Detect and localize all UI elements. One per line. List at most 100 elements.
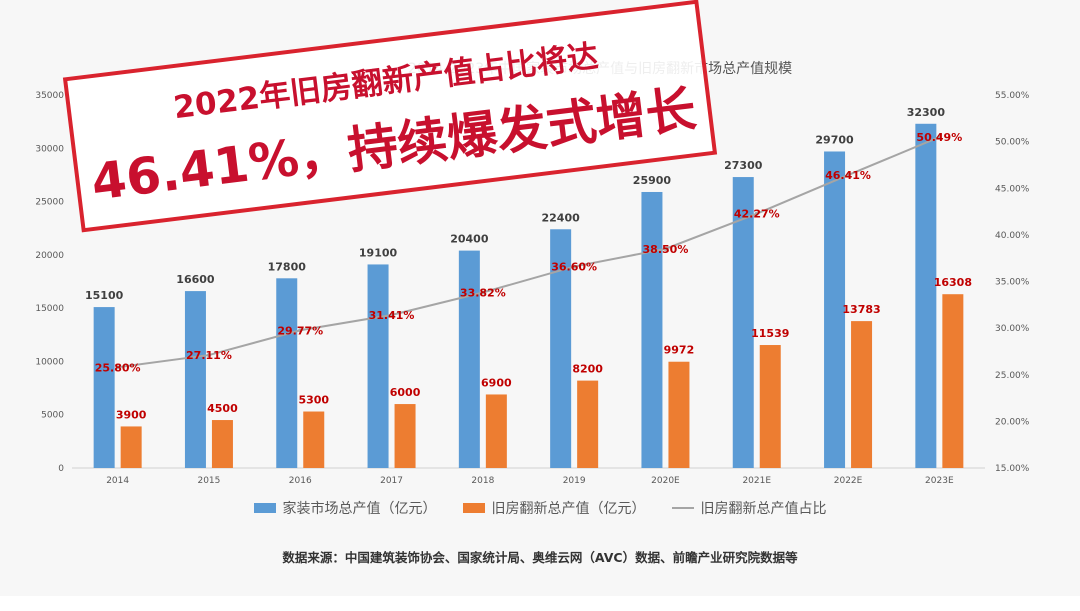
y-right-tick-label: 35.00%: [995, 278, 1030, 288]
share-point: [389, 312, 394, 317]
share-value-label: 46.41%: [825, 169, 871, 182]
bar-value-label: 16600: [176, 273, 215, 286]
bar-old-house-value: [485, 394, 507, 468]
share-value-label: 38.50%: [643, 243, 689, 256]
share-point: [115, 365, 120, 370]
bar-value-label: 20400: [450, 233, 489, 246]
legend-item-share: 旧房翻新总产值占比: [671, 498, 827, 518]
bar-value-label: 32300: [907, 106, 946, 119]
bar-old-house-value: [394, 404, 416, 468]
share-value-label: 31.41%: [369, 309, 415, 322]
bar-old-house-value: [211, 420, 233, 468]
share-point: [754, 211, 759, 216]
legend-label: 家装市场总产值（亿元）: [282, 501, 437, 517]
bar-value-label: 8200: [572, 363, 603, 376]
legend-item-old-house-value: 旧房翻新总产值（亿元）: [462, 498, 646, 518]
y-left-tick-label: 10000: [35, 357, 64, 367]
bar-value-label: 17800: [268, 260, 307, 273]
y-left-tick-label: 5000: [41, 411, 64, 421]
bar-value-label: 15100: [85, 289, 124, 302]
bar-renovation-value: [184, 291, 206, 468]
share-value-label: 25.80%: [95, 361, 141, 374]
x-tick-label: 2020E: [651, 476, 680, 486]
bar-old-house-value: [942, 294, 964, 468]
y-left-tick-label: 20000: [35, 251, 64, 261]
y-left-tick-label: 0: [58, 464, 64, 474]
source-note: 数据来源：中国建筑装饰协会、国家统计局、奥维云网（AVC）数据、前瞻产业研究院数…: [282, 550, 798, 565]
bar-value-label: 27300: [724, 159, 763, 172]
bar-renovation-value: [276, 278, 298, 468]
legend-swatch-line: [671, 507, 694, 509]
x-tick-label: 2021E: [742, 476, 771, 486]
bar-value-label: 11539: [751, 327, 789, 340]
share-value-label: 42.27%: [734, 208, 780, 221]
footer-bar: [0, 596, 1080, 611]
share-value-label: 29.77%: [277, 324, 323, 337]
y-right-tick-label: 20.00%: [995, 417, 1030, 427]
share-value-label: 27.11%: [186, 349, 232, 362]
y-left-tick-label: 35000: [35, 91, 64, 101]
x-tick-label: 2017: [380, 476, 403, 486]
bar-value-label: 4500: [207, 402, 238, 415]
bar-renovation-value: [915, 123, 937, 468]
bar-value-label: 5300: [298, 394, 329, 407]
share-point: [480, 290, 485, 295]
bar-value-label: 16308: [934, 276, 972, 289]
y-right-tick-label: 45.00%: [995, 184, 1030, 194]
legend-swatch-orange: [462, 503, 485, 513]
bar-value-label: 29700: [815, 133, 854, 146]
legend-label: 旧房翻新总产值（亿元）: [491, 501, 646, 517]
y-right-tick-label: 25.00%: [995, 371, 1030, 381]
share-point: [937, 135, 942, 140]
bar-value-label: 9972: [664, 344, 695, 357]
bar-value-label: 13783: [842, 303, 880, 316]
share-line: [117, 136, 940, 369]
bar-renovation-value: [824, 151, 846, 469]
legend-item-renovation-value: 家装市场总产值（亿元）: [253, 498, 437, 518]
share-point: [298, 328, 303, 333]
y-right-tick-label: 50.00%: [995, 138, 1030, 148]
bar-old-house-value: [120, 426, 142, 468]
bar-old-house-value: [668, 361, 690, 468]
y-right-tick-label: 55.00%: [995, 91, 1030, 101]
bar-renovation-value: [641, 191, 663, 469]
legend-swatch-blue: [253, 503, 276, 513]
share-value-label: 36.60%: [551, 261, 597, 274]
bar-value-label: 6900: [481, 376, 512, 389]
bar-value-label: 3900: [116, 408, 147, 421]
bar-old-house-value: [303, 411, 325, 468]
share-point: [572, 264, 577, 269]
y-left-tick-label: 25000: [35, 198, 64, 208]
bar-value-label: 22400: [542, 211, 581, 224]
bar-value-label: 25900: [633, 174, 672, 187]
bar-old-house-value: [577, 380, 599, 468]
y-left-tick-label: 15000: [35, 304, 64, 314]
bar-renovation-value: [93, 307, 115, 468]
bar-value-label: 6000: [390, 386, 421, 399]
x-tick-label: 2022E: [834, 476, 863, 486]
x-tick-label: 2019: [563, 476, 586, 486]
share-point: [663, 246, 668, 251]
share-value-label: 33.82%: [460, 287, 506, 300]
bar-renovation-value: [550, 229, 572, 468]
share-point: [206, 353, 211, 358]
y-right-tick-label: 30.00%: [995, 324, 1030, 334]
bar-old-house-value: [851, 321, 873, 468]
bar-renovation-value: [732, 177, 754, 468]
x-tick-label: 2014: [106, 476, 129, 486]
bar-renovation-value: [458, 250, 480, 468]
bar-old-house-value: [759, 345, 781, 468]
x-tick-label: 2023E: [925, 476, 954, 486]
x-tick-label: 2016: [289, 476, 312, 486]
share-point: [846, 173, 851, 178]
y-left-tick-label: 30000: [35, 144, 64, 154]
share-value-label: 50.49%: [916, 131, 962, 144]
x-tick-label: 2015: [197, 476, 220, 486]
x-tick-label: 2018: [471, 476, 494, 486]
y-right-tick-label: 15.00%: [995, 464, 1030, 474]
bar-value-label: 19100: [359, 246, 398, 259]
chart-legend: 家装市场总产值（亿元） 旧房翻新总产值（亿元） 旧房翻新总产值占比: [0, 498, 1080, 518]
y-right-tick-label: 40.00%: [995, 231, 1030, 241]
